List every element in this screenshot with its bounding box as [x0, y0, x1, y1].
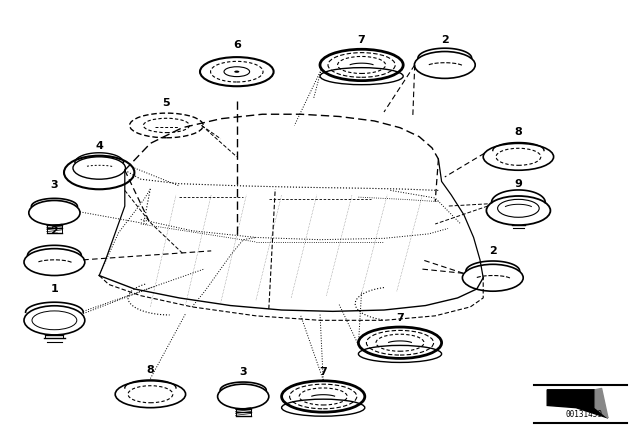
Ellipse shape: [234, 70, 239, 73]
Text: 9: 9: [515, 179, 522, 189]
Text: 2: 2: [51, 226, 58, 236]
Text: 7: 7: [319, 367, 327, 377]
Text: 8: 8: [147, 365, 154, 375]
Text: 7: 7: [396, 313, 404, 323]
Text: 4: 4: [95, 141, 103, 151]
Text: 3: 3: [51, 180, 58, 190]
Polygon shape: [595, 388, 608, 418]
Text: 1: 1: [51, 284, 58, 294]
Text: 5: 5: [163, 98, 170, 108]
Text: 2: 2: [489, 246, 497, 256]
Text: 00131459: 00131459: [566, 410, 602, 419]
Text: 7: 7: [358, 35, 365, 45]
Text: 2: 2: [441, 35, 449, 45]
Text: 6: 6: [233, 40, 241, 50]
Polygon shape: [547, 390, 608, 418]
Text: 8: 8: [515, 127, 522, 137]
Text: 3: 3: [239, 367, 247, 377]
